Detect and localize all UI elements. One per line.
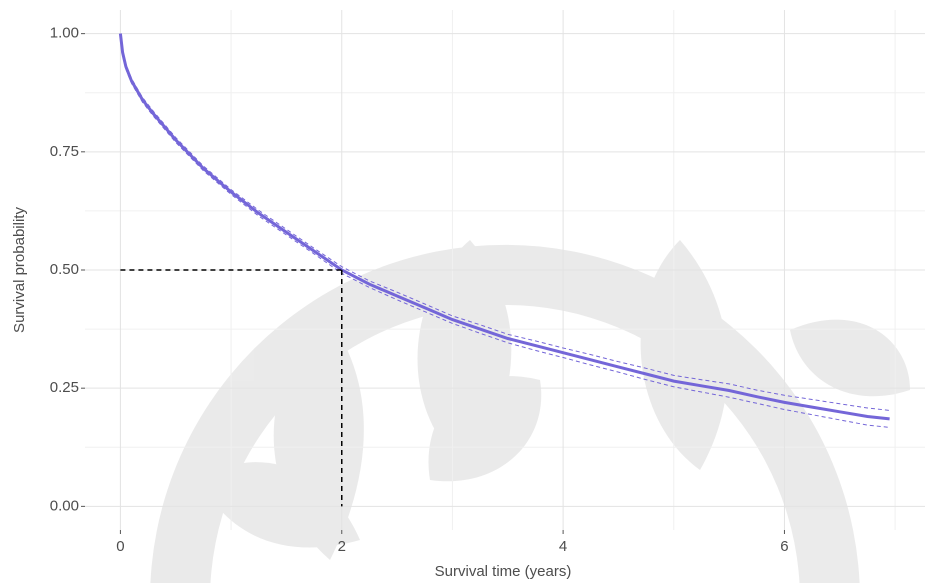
y-tick-label: 0.75 — [50, 143, 79, 160]
x-tick-label: 6 — [780, 538, 788, 555]
x-tick-label: 0 — [116, 538, 124, 555]
ci-lower-line — [119, 33, 890, 428]
y-tick-label: 0.50 — [50, 261, 79, 278]
y-tick-label: 0.25 — [50, 379, 79, 396]
ci-upper-line — [119, 33, 890, 411]
x-axis-title: Survival time (years) — [435, 563, 572, 580]
x-tick-label: 2 — [338, 538, 346, 555]
y-axis-title: Survival probability — [11, 207, 28, 333]
watermark-leaf — [200, 462, 360, 548]
watermark-leaf — [428, 376, 542, 482]
watermark-leaf — [640, 240, 728, 470]
grid: 0 2 4 6 0.00 0.25 0.50 0.75 1.00 — [50, 10, 925, 555]
survival-curve — [118, 33, 890, 421]
y-tick-label: 1.00 — [50, 25, 79, 42]
x-tick-label: 4 — [559, 538, 567, 555]
plot — [118, 33, 890, 507]
watermark-leaf — [790, 319, 910, 397]
y-tick-label: 0.00 — [50, 497, 79, 514]
